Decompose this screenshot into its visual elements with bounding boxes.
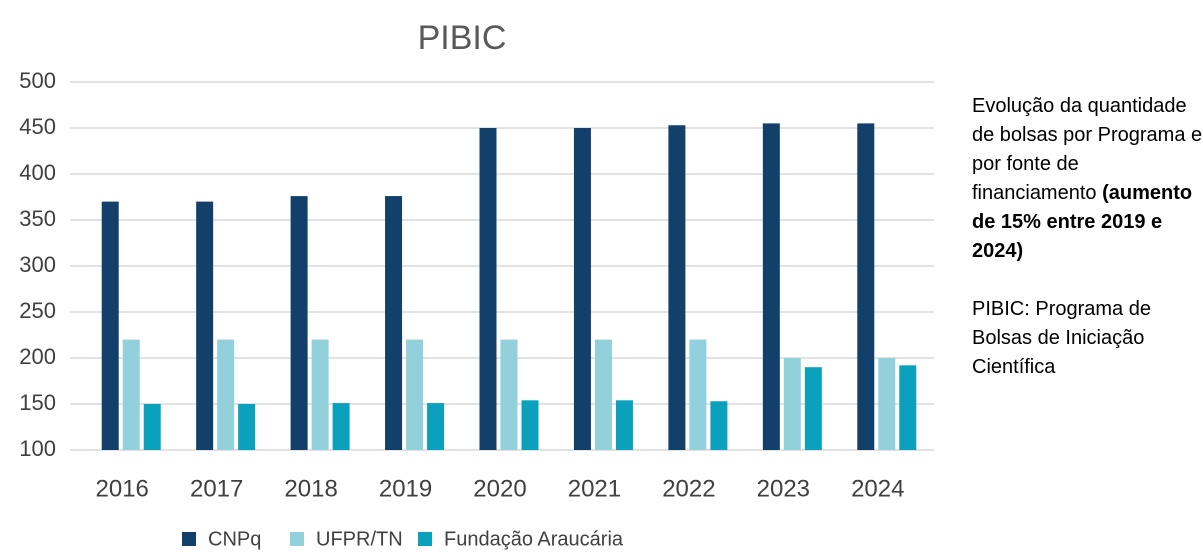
bar	[385, 196, 403, 450]
legend-label: CNPq	[208, 528, 261, 550]
y-tick-label: 200	[19, 344, 56, 369]
x-tick-label: 2024	[851, 475, 904, 502]
bar	[143, 404, 161, 450]
bar	[710, 401, 728, 450]
x-tick-label: 2020	[473, 475, 526, 502]
y-tick-label: 350	[19, 206, 56, 231]
note-bold: (aumento de 15% entre 2019 e 2024)	[972, 182, 1193, 262]
bar	[899, 365, 917, 450]
bar	[406, 339, 424, 450]
bar	[427, 403, 445, 450]
legend-swatch	[290, 532, 304, 546]
bar	[238, 404, 256, 450]
y-tick-label: 400	[19, 160, 56, 185]
bar	[521, 400, 539, 450]
y-tick-label: 250	[19, 298, 56, 323]
bar	[479, 128, 497, 450]
bar	[783, 358, 801, 450]
bar	[689, 339, 707, 450]
y-tick-label: 100	[19, 436, 56, 461]
y-tick-label: 300	[19, 252, 56, 277]
bar	[311, 339, 329, 450]
bar	[804, 367, 822, 450]
bar	[122, 339, 140, 450]
bar	[668, 125, 686, 451]
bar	[878, 358, 896, 450]
bar	[762, 123, 780, 451]
x-tick-label: 2017	[190, 475, 243, 502]
bar	[594, 339, 612, 450]
legend-swatch	[182, 532, 196, 546]
note: Evolução da quantidade de bolsas por Pro…	[972, 92, 1203, 266]
chart: PIBIC 100 150 200 250 300 350 400 450 500 2016 201…	[19, 19, 934, 550]
bar	[290, 196, 308, 450]
y-tick-label: 450	[19, 114, 56, 139]
bar	[857, 123, 875, 451]
bar	[500, 339, 518, 450]
x-tick-label: 2018	[284, 475, 337, 502]
legend-label: Fundação Araucária	[444, 528, 624, 550]
legend-swatch	[418, 532, 432, 546]
side-notes: Evolução da quantidade de bolsas por Pro…	[972, 92, 1203, 411]
bar	[101, 201, 119, 450]
x-tick-label: 2023	[757, 475, 810, 502]
x-tick-label: 2022	[662, 475, 715, 502]
note: PIBIC: Programa de Bolsas de Iniciação C…	[972, 298, 1151, 378]
bar	[615, 400, 633, 450]
y-tick-label: 150	[19, 390, 56, 415]
chart-title: PIBIC	[418, 19, 507, 57]
legend-label: UFPR/TN	[316, 528, 403, 550]
note-text: Evolução da quantidade de bolsas por Pro…	[972, 95, 1203, 204]
bar	[217, 339, 235, 450]
x-tick-label: 2021	[568, 475, 621, 502]
x-tick-label: 2019	[379, 475, 432, 502]
bar	[573, 128, 591, 450]
bar	[332, 403, 350, 450]
bar	[196, 201, 214, 450]
y-tick-label: 500	[19, 68, 56, 93]
x-tick-label: 2016	[96, 475, 149, 502]
